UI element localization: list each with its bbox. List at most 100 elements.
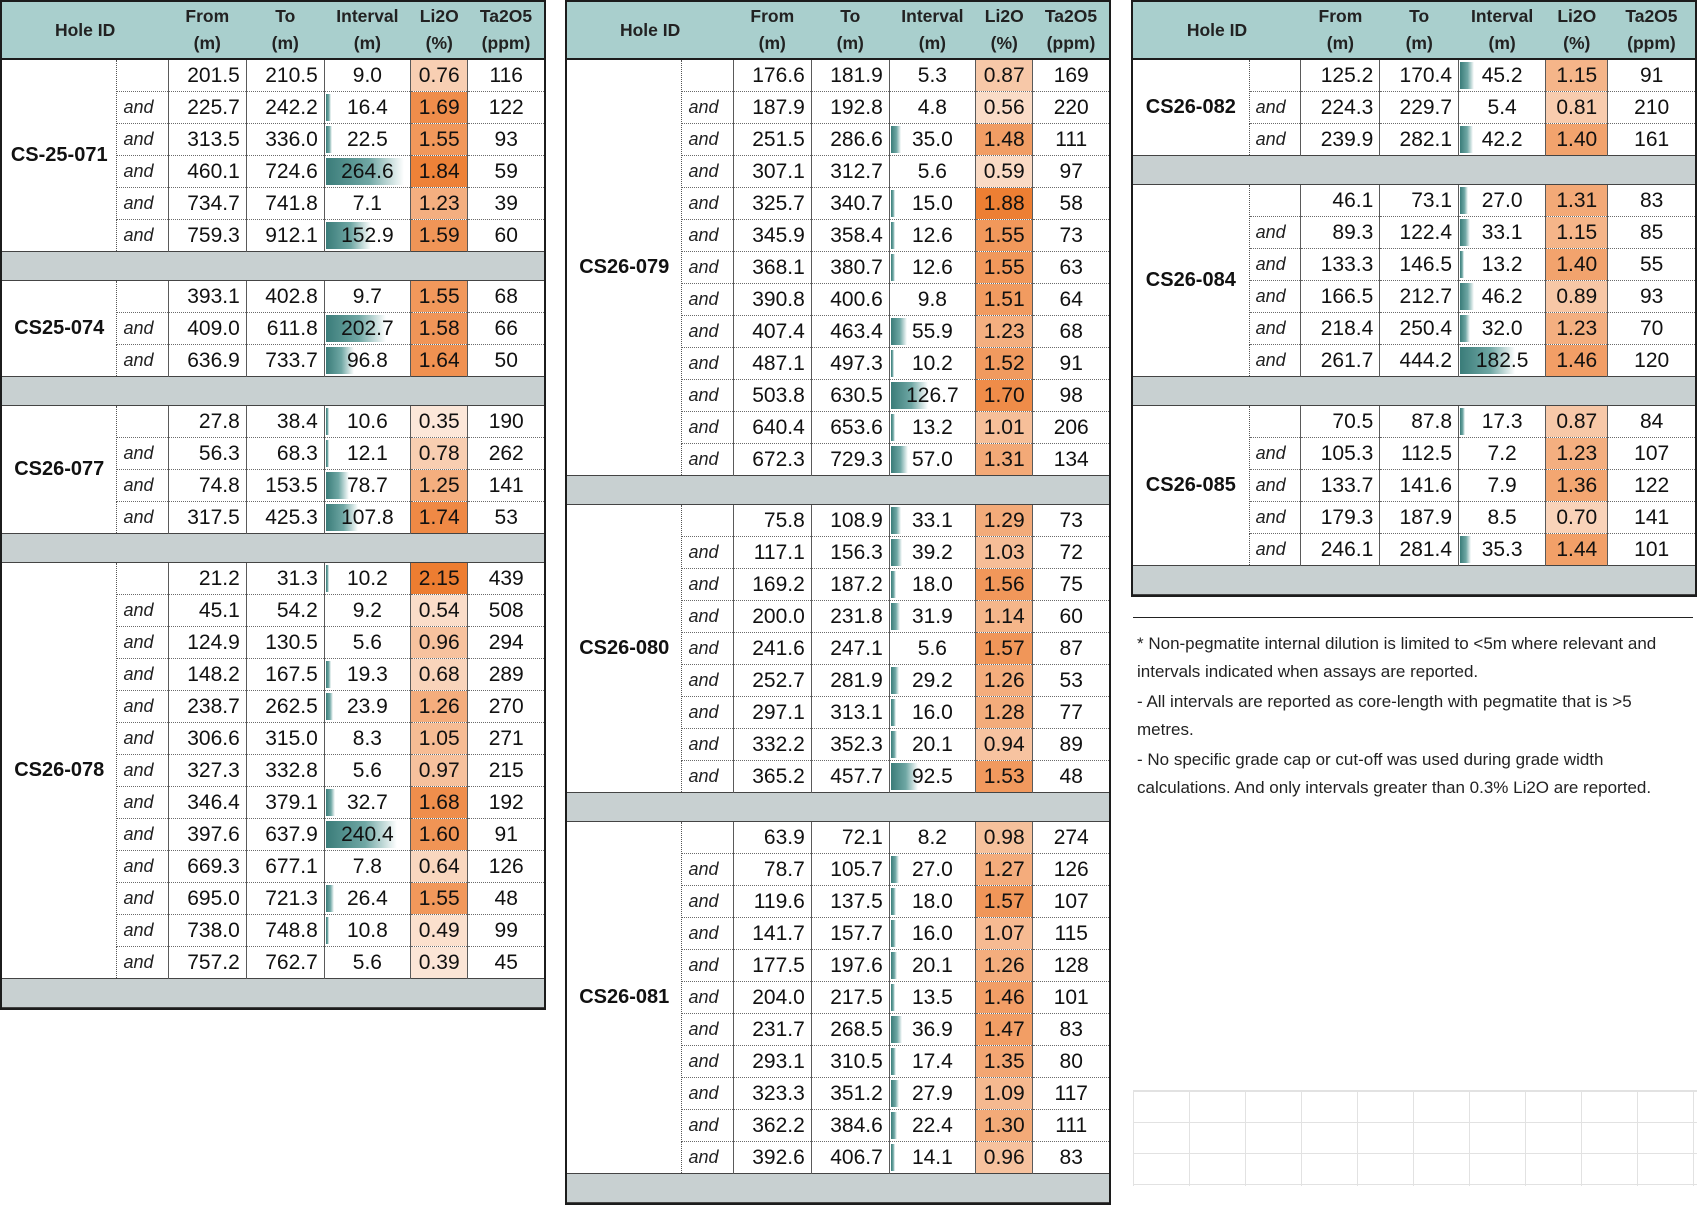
conjunction-cell: and: [116, 312, 169, 345]
li2o-cell: 1.09: [975, 1077, 1034, 1110]
interval-cell: 29.2: [889, 664, 977, 697]
to-cell: 762.7: [246, 946, 325, 979]
table-row: and 397.6 637.9 240.4 1.60 91: [2, 818, 544, 851]
from-cell: 177.5: [733, 949, 812, 982]
to-cell: 268.5: [811, 1013, 890, 1046]
interval-value: 13.2: [1481, 252, 1523, 276]
li2o-cell: 0.49: [410, 914, 469, 947]
conjunction-cell: and: [681, 91, 734, 124]
li2o-cell: 1.05: [410, 722, 469, 755]
table-row: and 317.5 425.3 107.8 1.74 53: [2, 501, 544, 534]
table-row: and 78.7 105.7 27.0 1.27 126: [567, 853, 1109, 886]
column-header-text: Interval: [901, 6, 964, 26]
interval-data-bar: [325, 94, 331, 121]
table-row: and 368.1 380.7 12.6 1.55 63: [567, 251, 1109, 284]
interval-data-bar: [325, 917, 329, 944]
interval-cell: 12.1: [324, 437, 412, 470]
li2o-cell: 0.76: [410, 59, 469, 92]
column-header: From (m): [168, 2, 247, 60]
separator-cell: [2, 978, 544, 1008]
from-cell: 124.9: [168, 626, 247, 659]
interval-value: 29.2: [911, 668, 953, 692]
interval-value: 7.8: [352, 854, 382, 878]
to-cell: 400.6: [811, 283, 890, 316]
from-cell: 141.7: [733, 917, 812, 950]
from-cell: 293.1: [733, 1045, 812, 1078]
to-cell: 351.2: [811, 1077, 890, 1110]
li2o-cell: 0.56: [975, 91, 1034, 124]
li2o-cell: 0.97: [410, 754, 469, 787]
table-row: CS26-079 176.6 181.9 5.3 0.87 169: [567, 59, 1109, 476]
interval-cell: 42.2: [1458, 123, 1547, 156]
conjunction-cell: and: [681, 568, 734, 601]
conjunction-cell: and: [681, 1077, 734, 1110]
interval-cell: 46.2: [1458, 280, 1547, 313]
interval-value: 16.4: [346, 95, 388, 119]
table-row: and 177.5 197.6 20.1 1.26 128: [567, 949, 1109, 982]
table-row: and 695.0 721.3 26.4 1.55 48: [2, 882, 544, 915]
to-cell: 108.9: [811, 504, 890, 537]
ta2o5-cell: 73: [1032, 504, 1109, 537]
to-cell: 192.8: [811, 91, 890, 124]
interval-value: 10.6: [346, 409, 388, 433]
to-cell: 312.7: [811, 155, 890, 188]
from-cell: 89.3: [1300, 216, 1381, 249]
table-row: CS-25-071 201.5 210.5 9.0 0.76 116: [2, 59, 544, 252]
interval-cell: 12.6: [889, 251, 977, 284]
table-row: and 313.5 336.0 22.5 1.55 93: [2, 123, 544, 156]
ta2o5-cell: 91: [467, 818, 544, 851]
interval-value: 15.0: [911, 191, 953, 215]
li2o-cell: 0.87: [975, 59, 1034, 92]
interval-value: 182.5: [1475, 348, 1529, 372]
li2o-cell: 1.55: [410, 280, 469, 313]
separator-cell: [567, 1173, 1109, 1203]
interval-data-bar: [325, 315, 386, 342]
interval-cell: 32.0: [1458, 312, 1547, 345]
column-header-text: (m): [1405, 33, 1433, 53]
empty-spreadsheet-grid: [1133, 1090, 1697, 1186]
li2o-cell: 1.26: [975, 664, 1034, 697]
ta2o5-cell: 206: [1032, 411, 1109, 444]
from-cell: 306.6: [168, 722, 247, 755]
li2o-cell: 1.74: [410, 501, 469, 534]
li2o-cell: 1.51: [975, 283, 1034, 316]
ta2o5-cell: 83: [1032, 1013, 1109, 1046]
conjunction-cell: and: [681, 853, 734, 886]
column-header-text: (%): [1563, 33, 1591, 53]
table-row: and 187.9 192.8 4.8 0.56 220: [567, 91, 1109, 124]
ta2o5-cell: 141: [467, 469, 544, 502]
from-cell: 238.7: [168, 690, 247, 723]
interval-value: 5.3: [917, 63, 947, 87]
ta2o5-cell: 169: [1032, 59, 1109, 92]
interval-data-bar: [890, 1144, 895, 1171]
ta2o5-cell: 289: [467, 658, 544, 691]
from-cell: 27.8: [168, 405, 247, 438]
conjunction-cell: and: [681, 728, 734, 761]
table-row: CS26-077 27.8 38.4 10.6 0.35 190: [2, 405, 544, 534]
ta2o5-cell: 117: [1032, 1077, 1109, 1110]
from-cell: 45.1: [168, 594, 247, 627]
to-cell: 406.7: [811, 1141, 890, 1174]
conjunction-cell: and: [681, 1109, 734, 1142]
conjunction-cell: and: [681, 1141, 734, 1174]
assay-table: Hole ID From (m) To (m) Interval (m) Li2O (%) Ta2…: [1133, 2, 1695, 595]
ta2o5-cell: 122: [1607, 469, 1695, 502]
to-cell: 217.5: [811, 981, 890, 1014]
from-cell: 317.5: [168, 501, 247, 534]
hole-id-cell: CS26-078: [2, 562, 118, 979]
assay-table: Hole ID From (m) To (m) Interval (m) Li2O (%) Ta2…: [567, 2, 1109, 1203]
conjunction-cell: and: [116, 786, 169, 819]
li2o-cell: 1.25: [410, 469, 469, 502]
conjunction-cell: and: [1249, 123, 1302, 156]
interval-data-bar: [890, 318, 908, 345]
interval-data-bar: [325, 126, 333, 153]
ta2o5-cell: 141: [1607, 501, 1695, 534]
li2o-cell: 1.52: [975, 347, 1034, 380]
ta2o5-cell: 63: [1032, 251, 1109, 284]
table-row: CS26-078 21.2 31.3 10.2 2.15 439: [2, 562, 544, 979]
to-cell: 637.9: [246, 818, 325, 851]
column-header: Li2O (%): [1545, 2, 1608, 60]
interval-cell: 12.6: [889, 219, 977, 252]
interval-cell: 18.0: [889, 885, 977, 918]
separator-cell: [1133, 155, 1695, 185]
